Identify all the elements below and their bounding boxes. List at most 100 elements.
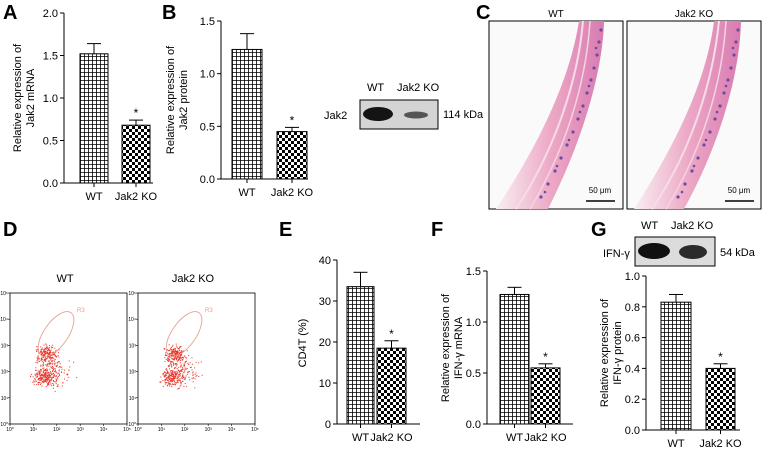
chart-e-cd4t: 0 10 20 30 40 CD4T (%) WT * Jak2 KO — [297, 255, 420, 444]
y-axis-label-line: Relative expression of — [599, 298, 611, 407]
flow-gate-label: R3 — [77, 308, 85, 314]
flow-y-tick-label: 10⁵ — [0, 291, 8, 297]
flow-x-tick-label: 10⁵ — [123, 427, 131, 433]
flow-gate — [165, 311, 203, 357]
significance-marker: * — [543, 350, 548, 364]
y-tick-label: 1.5 — [466, 266, 481, 278]
flow-x-tick-label: 10² — [181, 427, 189, 433]
flow-y-tick-label: 10⁴ — [128, 317, 136, 323]
y-tick-label: 0.5 — [200, 121, 215, 133]
flow-y-tick-label: 10¹ — [1, 396, 9, 402]
significance-marker: * — [290, 113, 295, 127]
flow-y-tick-label: 10³ — [129, 343, 137, 349]
histology-jak2-ko: Jak2 KO 50 μm — [626, 9, 762, 210]
y-tick-label: 1.5 — [200, 16, 215, 28]
blot-lane-ko: Jak2 KO — [397, 82, 440, 94]
flow-y-tick-label: 10³ — [1, 343, 9, 349]
y-tick-label: 0.0 — [200, 174, 215, 186]
flow-x-tick-label: 10⁴ — [228, 427, 236, 433]
x-tick-label: WT — [352, 432, 369, 444]
histology-title: Jak2 KO — [675, 9, 714, 20]
y-tick-label: 1.0 — [200, 69, 215, 81]
flow-y-tick-label: 10⁵ — [128, 291, 136, 297]
x-tick-label: Jak2 KO — [524, 432, 567, 444]
y-axis-label-line: CD4T (%) — [297, 319, 309, 368]
chart-g-ifng-protein: 0.0 0.2 0.4 0.6 0.8 1.0 Relative expression of… — [599, 271, 742, 449]
flow-gate — [37, 311, 75, 357]
nuclei-layer — [539, 28, 603, 199]
y-tick-label: 10 — [319, 378, 331, 390]
blot-lane-ko: Jak2 KO — [671, 220, 714, 232]
x-tick-label: Jak2 KO — [271, 187, 314, 199]
y-axis-label-line: IFN-γ mRNA — [453, 316, 465, 379]
y-tick-label: 0.8 — [625, 302, 640, 314]
flow-x-tick-label: 10¹ — [158, 427, 166, 433]
nuclei-layer — [676, 28, 740, 199]
tissue-fiber — [515, 20, 584, 210]
blot-band-wt — [638, 243, 670, 259]
blot-lane-wt: WT — [367, 82, 384, 94]
flow-y-tick-label: 10² — [1, 370, 9, 376]
y-tick-label: 2.0 — [43, 8, 58, 20]
significance-marker: * — [718, 350, 723, 364]
bar — [705, 367, 736, 431]
bar — [231, 48, 263, 180]
y-axis-label-line: IFN-γ protein — [612, 321, 624, 385]
western-blot-jak2: WT Jak2 KO Jak2 114 kDa — [324, 82, 484, 130]
y-tick-label: 0 — [325, 419, 331, 431]
flow-x-tick-label: 10⁴ — [100, 427, 108, 433]
y-tick-label: 1.0 — [625, 271, 640, 283]
histology-title: WT — [548, 9, 564, 20]
flow-title: Jak2 KO — [172, 273, 215, 285]
bar — [276, 131, 308, 180]
x-tick-label: WT — [667, 438, 684, 449]
panel-label-b: B — [162, 2, 176, 24]
flow-title: WT — [56, 273, 73, 285]
bar — [530, 367, 561, 425]
blot-size-label: 114 kDa — [443, 109, 484, 121]
blot-target-label: Jak2 — [324, 110, 347, 122]
x-tick-label: WT — [85, 191, 102, 203]
y-tick-label: 40 — [319, 255, 331, 267]
significance-marker: * — [134, 106, 139, 120]
x-tick-label: Jak2 KO — [115, 191, 158, 203]
panel-label-e: E — [279, 219, 292, 241]
y-tick-label: 30 — [319, 296, 331, 308]
blot-band-ko — [679, 245, 707, 259]
flow-plot-frame — [137, 292, 256, 425]
blot-band-ko — [404, 111, 428, 119]
flow-x-tick-label: 10³ — [205, 427, 213, 433]
bar — [499, 293, 530, 425]
flow-x-tick-label: 10³ — [77, 427, 85, 433]
bar — [376, 347, 407, 425]
panel-label-g: G — [591, 219, 607, 241]
x-tick-label: WT — [238, 187, 255, 199]
flow-x-tick-label: 10⁰ — [134, 427, 142, 433]
y-axis-label-line: Jak2 mRNA — [25, 68, 37, 127]
tissue-fiber — [651, 20, 720, 210]
flow-y-tick-label: 10² — [129, 370, 137, 376]
bar — [121, 124, 151, 184]
tissue-fiber — [529, 20, 591, 210]
bar — [79, 53, 109, 184]
x-tick-label: Jak2 KO — [370, 432, 413, 444]
flow-event-cloud — [159, 343, 203, 390]
flow-y-tick-label: 10⁰ — [128, 422, 136, 428]
flow-y-tick-label: 10⁴ — [0, 317, 8, 323]
western-blot-ifng: WT Jak2 KO IFN-γ 54 kDa — [603, 220, 756, 267]
y-tick-label: 0.4 — [625, 363, 640, 375]
x-tick-label: WT — [506, 432, 523, 444]
flow-x-tick-label: 10⁰ — [6, 427, 14, 433]
bar — [346, 286, 375, 425]
histology-wt: WT 50 μm — [488, 9, 624, 210]
y-tick-label: 0.2 — [625, 394, 640, 406]
blot-band-wt — [363, 107, 393, 121]
flow-x-tick-label: 10⁵ — [251, 427, 259, 433]
flow-x-tick-label: 10² — [53, 427, 61, 433]
bar — [660, 301, 692, 431]
chart-b-jak2-protein: 0.0 0.5 1.0 1.5 Relative expression ofJak2 p… — [165, 16, 314, 199]
y-tick-label: 20 — [319, 337, 331, 349]
x-tick-label: Jak2 KO — [699, 438, 742, 449]
